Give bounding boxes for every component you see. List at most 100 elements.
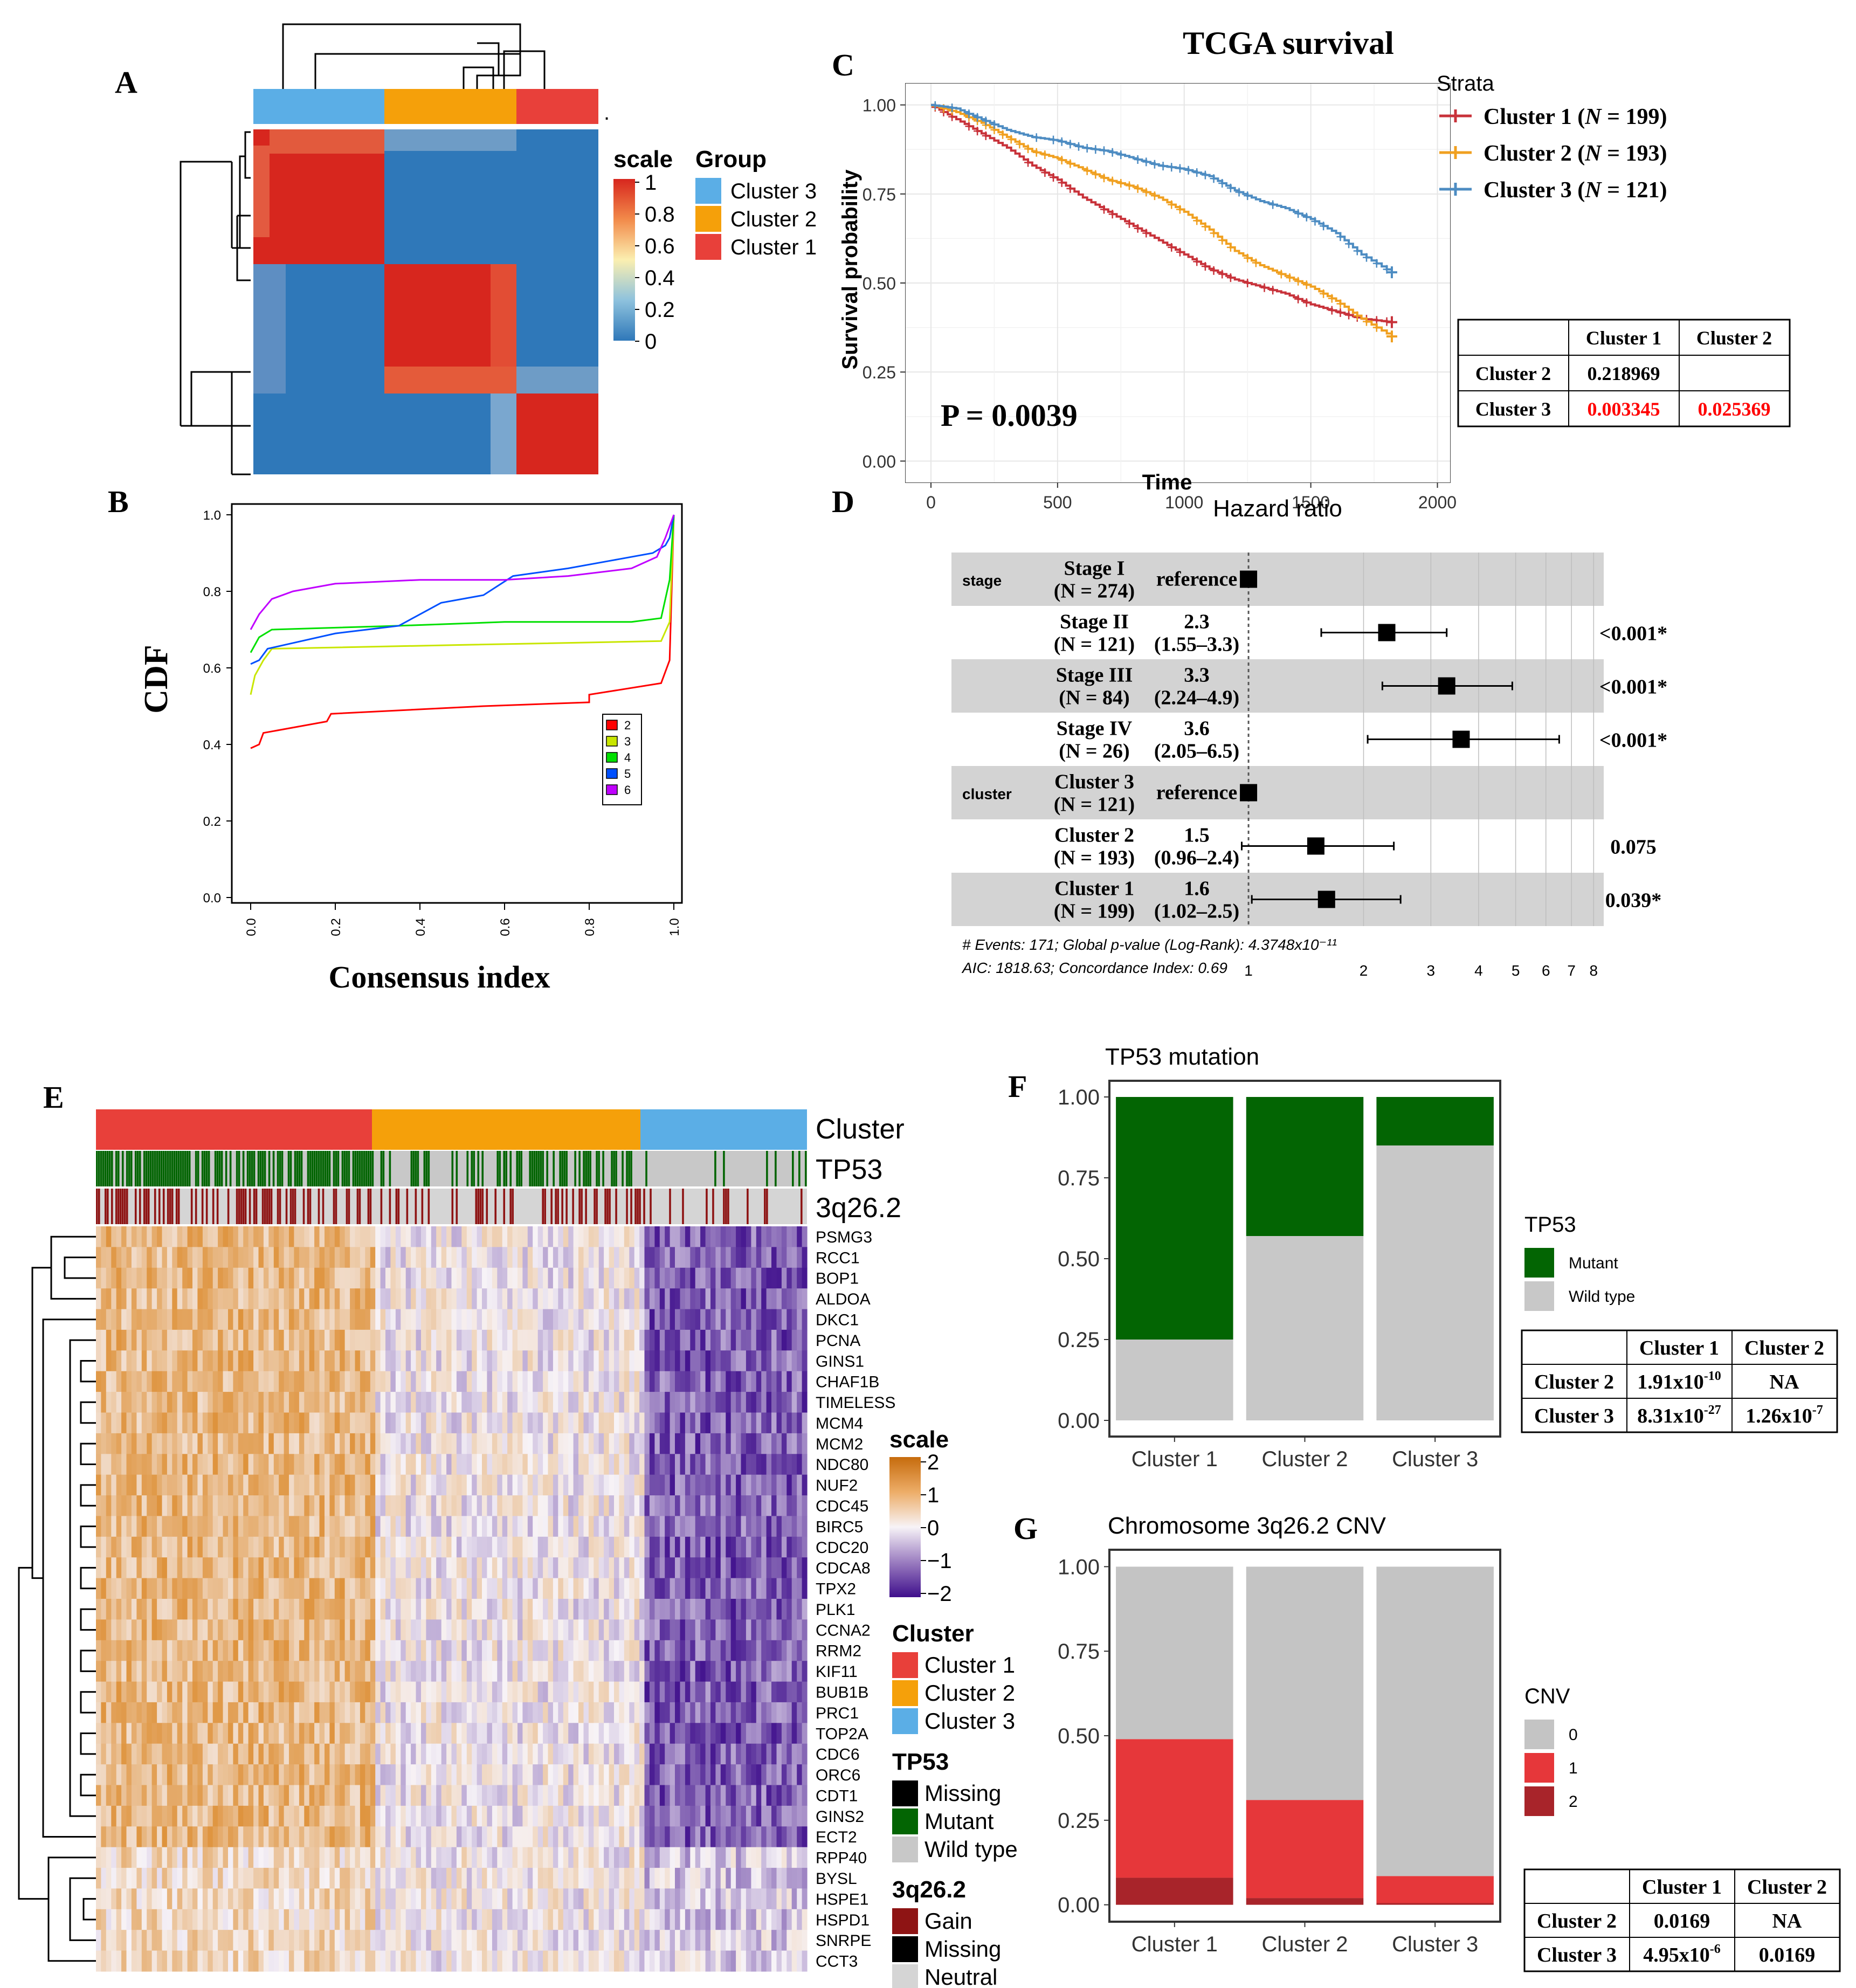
heatmap-cell — [522, 1640, 528, 1661]
heatmap-cell — [421, 1847, 426, 1868]
km-x-tick-label: 1500 — [1292, 493, 1330, 512]
heatmap-cell — [680, 1495, 686, 1517]
heatmap-cell — [512, 1412, 518, 1434]
heatmap-cell — [766, 1681, 772, 1703]
heatmap-cell — [466, 1474, 472, 1496]
heatmap-cell — [786, 1329, 792, 1351]
heatmap-cell — [670, 1723, 675, 1744]
heatmap-cell — [695, 1578, 701, 1599]
heatmap-cell — [151, 1329, 157, 1351]
heatmap-cell — [537, 1847, 543, 1868]
heatmap-cell — [167, 1516, 173, 1537]
tp53-mutant-tick — [117, 1151, 120, 1186]
heatmap-cell — [380, 1847, 386, 1868]
heatmap-cell — [111, 1619, 117, 1641]
heatmap-cell — [202, 1329, 208, 1351]
heatmap-cell — [212, 1661, 218, 1682]
heatmap-cell — [370, 1805, 376, 1827]
heatmap-cell — [492, 1329, 498, 1351]
tp53-mutant-tick — [516, 1151, 519, 1186]
heatmap-cell — [588, 1392, 594, 1413]
heatmap-cell — [461, 1723, 467, 1744]
tp53-mutant-tick — [775, 1151, 777, 1186]
heatmap-cell — [401, 1516, 406, 1537]
heatmap-cell — [233, 1309, 239, 1330]
heatmap-cell — [649, 1226, 655, 1247]
tp53-mutant-tick — [188, 1151, 191, 1186]
heatmap-cell — [212, 1785, 218, 1806]
heatmap-cell — [781, 1599, 787, 1620]
heatmap-cell — [786, 1433, 792, 1454]
heatmap-cell — [797, 1723, 803, 1744]
km-y-tick-label: 0.75 — [863, 185, 896, 204]
heatmap-cell — [797, 1702, 803, 1723]
heatmap-cell — [558, 1433, 564, 1454]
tp53-mutant-tick — [559, 1151, 561, 1186]
heatmap-cell — [594, 1826, 599, 1848]
forest-point — [1307, 837, 1324, 855]
heatmap-cell — [771, 1267, 777, 1289]
heatmap-cell — [776, 1805, 782, 1827]
heatmap-cell — [177, 1681, 183, 1703]
forest-row-n: (N = 274) — [1054, 580, 1135, 603]
heatmap-cell — [497, 1288, 503, 1310]
heatmap-cell — [116, 1661, 122, 1682]
tp53-mutant-tick — [369, 1151, 372, 1186]
heatmap-cell — [451, 1516, 457, 1537]
heatmap-cell — [482, 1412, 487, 1434]
heatmap-cell — [797, 1516, 803, 1537]
heatmap-cell — [654, 1454, 660, 1475]
heatmap-cell — [355, 1785, 361, 1806]
heatmap-cell — [624, 1247, 630, 1268]
heatmap-cell — [309, 1702, 315, 1723]
heatmap-cell — [568, 1847, 574, 1868]
heatmap-cell — [431, 1764, 437, 1786]
heatmap-cell — [502, 1557, 508, 1579]
tp53-mutant-tick — [415, 1151, 417, 1186]
cnv-gain-tick — [494, 1189, 497, 1224]
heatmap-cell — [172, 1640, 178, 1661]
heatmap-cell — [685, 1681, 691, 1703]
heatmap-cell — [325, 1350, 330, 1372]
heatmap-cell — [477, 1743, 482, 1765]
heatmap-cell — [624, 1433, 630, 1454]
heatmap-cell — [786, 1536, 792, 1558]
heatmap-cell — [705, 1412, 711, 1434]
heatmap-cell — [624, 1557, 630, 1579]
heatmap-cell — [665, 1288, 671, 1310]
heatmap-cell — [426, 1805, 432, 1827]
heatmap-cell — [325, 1433, 330, 1454]
heatmap-cell — [685, 1412, 691, 1434]
heatmap-cell — [431, 1454, 437, 1475]
heatmap-cell — [594, 1702, 599, 1723]
heatmap-cell — [594, 1557, 599, 1579]
heatmap-cell — [299, 1247, 305, 1268]
heatmap-cell — [426, 1495, 432, 1517]
heatmap-cell — [334, 1454, 340, 1475]
tp53-mutant-tick — [289, 1151, 292, 1186]
heatmap-cell — [598, 1392, 604, 1413]
heatmap-cell — [218, 1764, 224, 1786]
heatmap-cell — [533, 1743, 539, 1765]
heatmap-cell — [380, 1702, 386, 1723]
heatmap-cell — [609, 1495, 615, 1517]
heatmap-cell — [502, 1474, 508, 1496]
heatmap-cell — [294, 1723, 300, 1744]
heatmap-cell — [710, 1681, 716, 1703]
heatmap-cell — [537, 1805, 543, 1827]
heatmap-cell — [487, 1661, 493, 1682]
heatmap-cell — [167, 1371, 173, 1392]
heatmap-cell — [659, 1785, 665, 1806]
heatmap-cell — [802, 1371, 808, 1392]
heatmap-cell — [482, 1764, 487, 1786]
heatmap-cell — [766, 1599, 772, 1620]
heatmap-cell — [583, 1847, 589, 1868]
heatmap-cell — [370, 1288, 376, 1310]
heatmap-cell — [710, 1702, 716, 1723]
heatmap-cell — [466, 1702, 472, 1723]
heatmap-cell — [665, 1805, 671, 1827]
heatmap-cell — [319, 1681, 325, 1703]
heatmap-cell — [537, 1640, 543, 1661]
heatmap-cell — [228, 1329, 233, 1351]
heatmap-cell — [172, 1619, 178, 1641]
